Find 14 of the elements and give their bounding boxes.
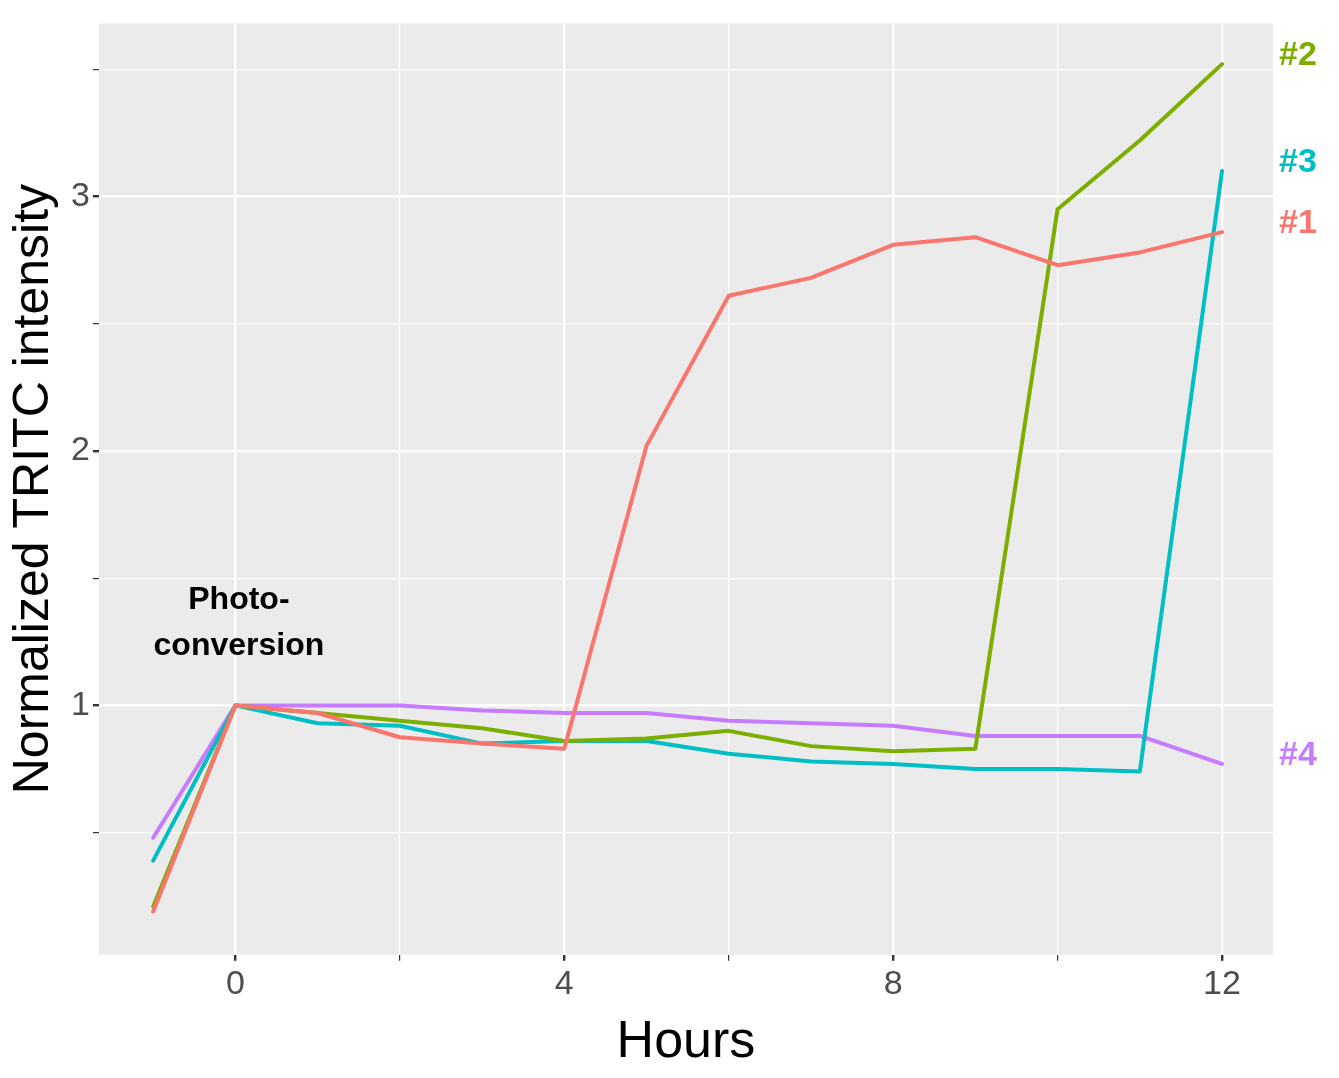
- series-label: #4: [1279, 734, 1317, 773]
- series-label: #3: [1279, 141, 1317, 180]
- y-tick-label: 2: [70, 429, 90, 468]
- x-axis-title: Hours: [616, 1010, 756, 1069]
- series-label: #2: [1279, 34, 1317, 73]
- series-label: #1: [1279, 202, 1317, 241]
- y-tick-label: 3: [70, 174, 90, 213]
- x-tick-label: 0: [225, 962, 245, 1001]
- annotation: Photo- conversion: [153, 580, 325, 663]
- y-tick-label: 1: [70, 683, 90, 722]
- x-tick-label: 8: [883, 962, 903, 1001]
- x-tick-label: 12: [1203, 962, 1241, 1001]
- x-tick-label: 4: [554, 962, 574, 1001]
- y-axis-title: Normalized TRITC intensity: [2, 183, 59, 795]
